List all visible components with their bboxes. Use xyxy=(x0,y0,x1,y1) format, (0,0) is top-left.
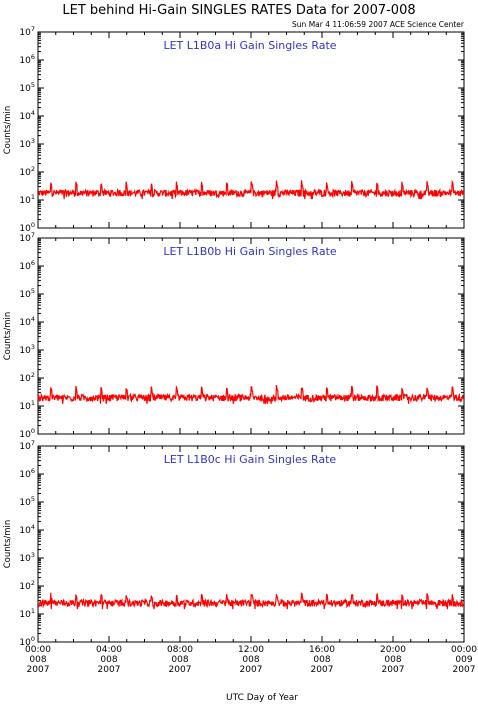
x-tick-label: 2007 xyxy=(169,665,192,675)
y-tick-label: 104 xyxy=(19,315,35,328)
y-axis-label: Counts/min xyxy=(3,312,13,361)
data-series-line xyxy=(37,179,465,200)
chart-panel: 100 101 102 103 104 105 106 107 Counts/min LET L1… xyxy=(3,439,465,648)
y-tick-label: 101 xyxy=(19,193,35,206)
page-title: LET behind Hi-Gain SINGLES RATES Data fo… xyxy=(62,3,415,18)
x-tick-label: 00:00 xyxy=(25,645,51,655)
y-tick-label: 105 xyxy=(19,81,35,94)
y-tick-label: 105 xyxy=(19,287,35,300)
plot-frame xyxy=(37,445,465,643)
x-tick-label: 008 xyxy=(242,655,259,665)
x-tick-label: 008 xyxy=(384,655,401,665)
x-tick-label: 008 xyxy=(100,655,117,665)
y-tick-label: 106 xyxy=(19,259,35,272)
x-tick-label: 2007 xyxy=(453,665,476,675)
x-axis-label: UTC Day of Year xyxy=(226,693,298,703)
y-tick-label: 100 xyxy=(19,221,35,234)
x-tick-label: 2007 xyxy=(27,665,50,675)
y-tick-label: 107 xyxy=(19,231,35,244)
panels: 100 101 102 103 104 105 106 107 Counts/min LET L1… xyxy=(3,25,465,648)
y-tick-label: 107 xyxy=(19,25,35,38)
x-tick-label: 04:00 xyxy=(96,645,122,655)
y-tick-label: 100 xyxy=(19,635,35,648)
y-tick-label: 102 xyxy=(19,579,35,592)
x-tick-label: 00:00 xyxy=(451,645,477,655)
y-tick-label: 103 xyxy=(19,343,35,356)
y-tick-label: 107 xyxy=(19,439,35,452)
x-tick-label: 008 xyxy=(29,655,46,665)
chart-panel: 100 101 102 103 104 105 106 107 Counts/min LET L1… xyxy=(3,25,465,234)
y-tick-label: 101 xyxy=(19,399,35,412)
x-tick-label: 2007 xyxy=(98,665,121,675)
panel-title: LET L1B0a Hi Gain Singles Rate xyxy=(163,39,336,52)
plot-frame xyxy=(37,237,465,435)
y-tick-label: 106 xyxy=(19,53,35,66)
x-tick-label: 12:00 xyxy=(238,645,264,655)
panel-title: LET L1B0c Hi Gain Singles Rate xyxy=(164,453,337,466)
x-axis: 00:00008200704:00008200708:00008200712:0… xyxy=(25,645,477,675)
x-tick-label: 2007 xyxy=(382,665,405,675)
y-axis-label: Counts/min xyxy=(3,520,13,569)
y-tick-label: 100 xyxy=(19,427,35,440)
x-tick-label: 08:00 xyxy=(167,645,193,655)
data-series-line xyxy=(37,384,465,404)
plot-frame xyxy=(37,31,465,229)
panel-title: LET L1B0b Hi Gain Singles Rate xyxy=(163,245,337,258)
x-tick-label: 008 xyxy=(171,655,188,665)
x-tick-label: 20:00 xyxy=(380,645,406,655)
x-tick-label: 2007 xyxy=(240,665,263,675)
y-tick-label: 106 xyxy=(19,467,35,480)
y-tick-label: 103 xyxy=(19,137,35,150)
y-tick-label: 102 xyxy=(19,371,35,384)
x-tick-label: 2007 xyxy=(311,665,334,675)
y-tick-label: 105 xyxy=(19,495,35,508)
y-tick-label: 104 xyxy=(19,109,35,122)
x-tick-label: 16:00 xyxy=(309,645,335,655)
y-tick-label: 101 xyxy=(19,607,35,620)
x-tick-label: 009 xyxy=(455,655,472,665)
timestamp: Sun Mar 4 11:06:59 2007 ACE Science Cent… xyxy=(292,20,465,29)
y-tick-label: 102 xyxy=(19,165,35,178)
x-tick-label: 008 xyxy=(313,655,330,665)
y-tick-label: 103 xyxy=(19,551,35,564)
y-axis-label: Counts/min xyxy=(3,106,13,155)
chart-panel: 100 101 102 103 104 105 106 107 Counts/min LET L1… xyxy=(3,231,465,440)
data-series-line xyxy=(37,592,464,610)
y-tick-label: 104 xyxy=(19,523,35,536)
